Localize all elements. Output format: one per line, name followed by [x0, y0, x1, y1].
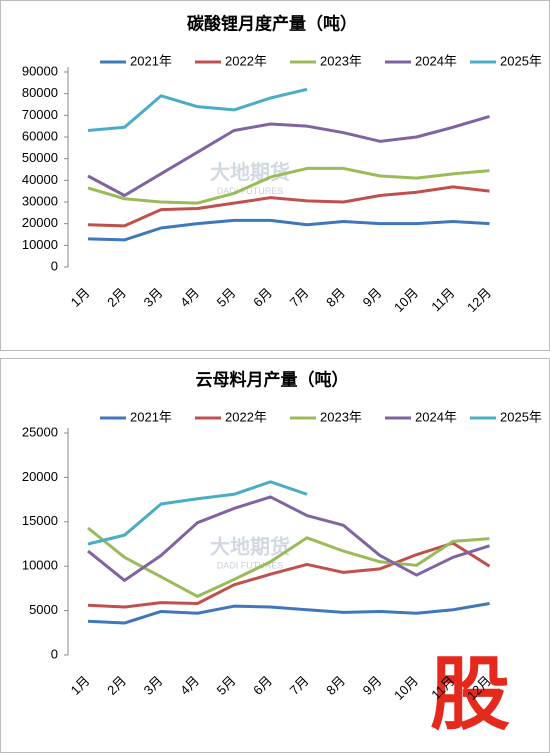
series-line — [87, 87, 308, 132]
y-tick-label: 20000 — [22, 469, 58, 484]
x-tick-label: 7月 — [287, 285, 312, 310]
y-tick-label: 0 — [51, 258, 58, 273]
x-tick-label: 7月 — [287, 673, 312, 698]
series-line — [87, 218, 490, 242]
x-tick-label: 6月 — [250, 285, 275, 310]
x-tick-label: 1月 — [68, 285, 93, 310]
y-tick-label: 5000 — [29, 602, 58, 617]
y-tick-label: 80000 — [22, 85, 58, 100]
y-tick-label: 0 — [51, 646, 58, 661]
series-line — [87, 495, 490, 582]
x-tick-label: 12月 — [464, 285, 494, 315]
legend-label: 2025年 — [500, 409, 542, 424]
y-tick-label: 30000 — [22, 193, 58, 208]
x-tick-label: 9月 — [360, 285, 385, 310]
y-tick-label: 10000 — [22, 237, 58, 252]
x-tick-label: 3月 — [141, 673, 166, 698]
chart-title: 云母料月产量（吨） — [196, 370, 349, 391]
x-tick-label: 10月 — [391, 673, 421, 703]
legend-label: 2025年 — [500, 53, 542, 68]
watermark: 大地期货 — [210, 534, 290, 558]
legend-label: 2021年 — [130, 53, 172, 68]
x-tick-label: 4月 — [177, 285, 202, 310]
series-line — [87, 526, 490, 598]
x-tick-label: 3月 — [141, 285, 166, 310]
y-tick-label: 70000 — [22, 107, 58, 122]
x-tick-label: 5月 — [214, 285, 239, 310]
y-tick-label: 20000 — [22, 215, 58, 230]
y-tick-label: 15000 — [22, 513, 58, 528]
x-tick-label: 8月 — [323, 285, 348, 310]
series-line — [87, 166, 490, 205]
legend-label: 2024年 — [415, 409, 457, 424]
legend-label: 2023年 — [320, 53, 362, 68]
legend-label: 2022年 — [225, 409, 267, 424]
legend-label: 2022年 — [225, 53, 267, 68]
x-tick-label: 5月 — [214, 673, 239, 698]
y-tick-label: 40000 — [22, 172, 58, 187]
x-tick-label: 4月 — [177, 673, 202, 698]
x-tick-label: 6月 — [250, 673, 275, 698]
series-line — [87, 602, 490, 625]
series-line — [87, 480, 308, 546]
y-tick-label: 10000 — [22, 558, 58, 573]
badge: 股 — [430, 648, 510, 741]
y-tick-label: 25000 — [22, 424, 58, 439]
watermark: 大地期货 — [210, 160, 290, 184]
legend-label: 2021年 — [130, 409, 172, 424]
x-tick-label: 2月 — [104, 673, 129, 698]
watermark-sub: DADI FUTURES — [217, 560, 284, 570]
y-tick-label: 60000 — [22, 128, 58, 143]
legend-label: 2023年 — [320, 409, 362, 424]
x-tick-label: 8月 — [323, 673, 348, 698]
series-line — [87, 185, 490, 228]
x-tick-label: 9月 — [360, 673, 385, 698]
series-line — [87, 114, 490, 197]
watermark-sub: DADI FUTURES — [217, 186, 284, 196]
y-tick-label: 50000 — [22, 150, 58, 165]
chart-title: 碳酸锂月度产量（吨） — [187, 14, 357, 35]
y-tick-label: 90000 — [22, 63, 58, 78]
legend-label: 2024年 — [415, 53, 457, 68]
x-tick-label: 2月 — [104, 285, 129, 310]
series-line — [87, 541, 491, 609]
x-tick-label: 10月 — [391, 285, 421, 315]
x-tick-label: 11月 — [428, 285, 457, 314]
x-tick-label: 1月 — [68, 673, 93, 698]
